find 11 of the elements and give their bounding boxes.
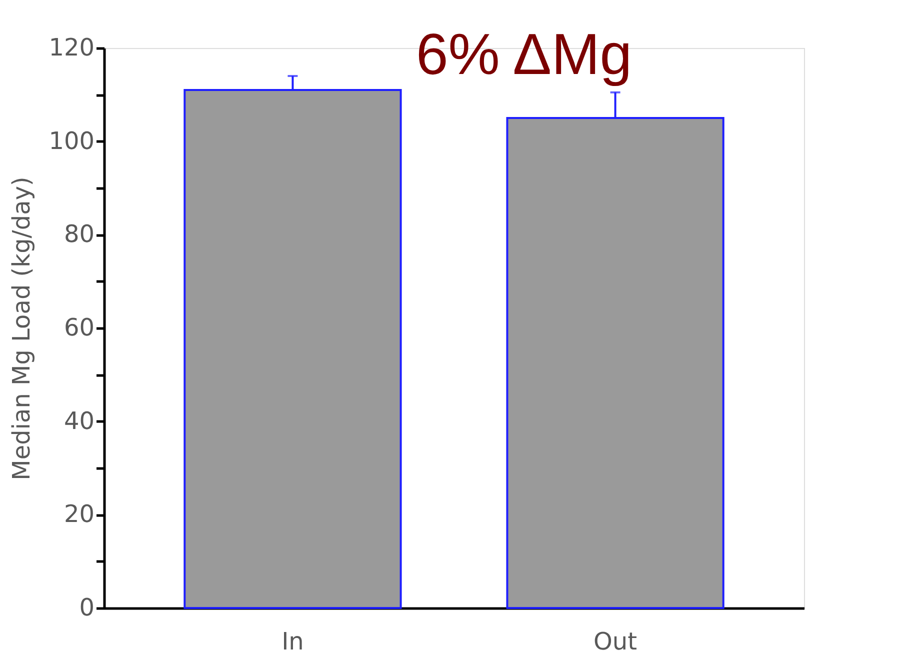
y-tick-label: 60 (64, 314, 94, 342)
y-axis-title: Median Mg Load (kg/day) (8, 176, 36, 480)
y-tick-label: 100 (48, 126, 94, 155)
y-tick-label: 0 (79, 594, 94, 622)
x-tick-label: In (282, 628, 304, 651)
y-tick-label: 40 (64, 406, 94, 435)
x-tick-label: Out (594, 628, 638, 651)
annotation: 6% ΔMg (416, 22, 632, 87)
y-tick-label: 80 (64, 220, 94, 248)
y-tick-label: 20 (64, 500, 94, 528)
y-tick-label: 120 (48, 34, 94, 62)
